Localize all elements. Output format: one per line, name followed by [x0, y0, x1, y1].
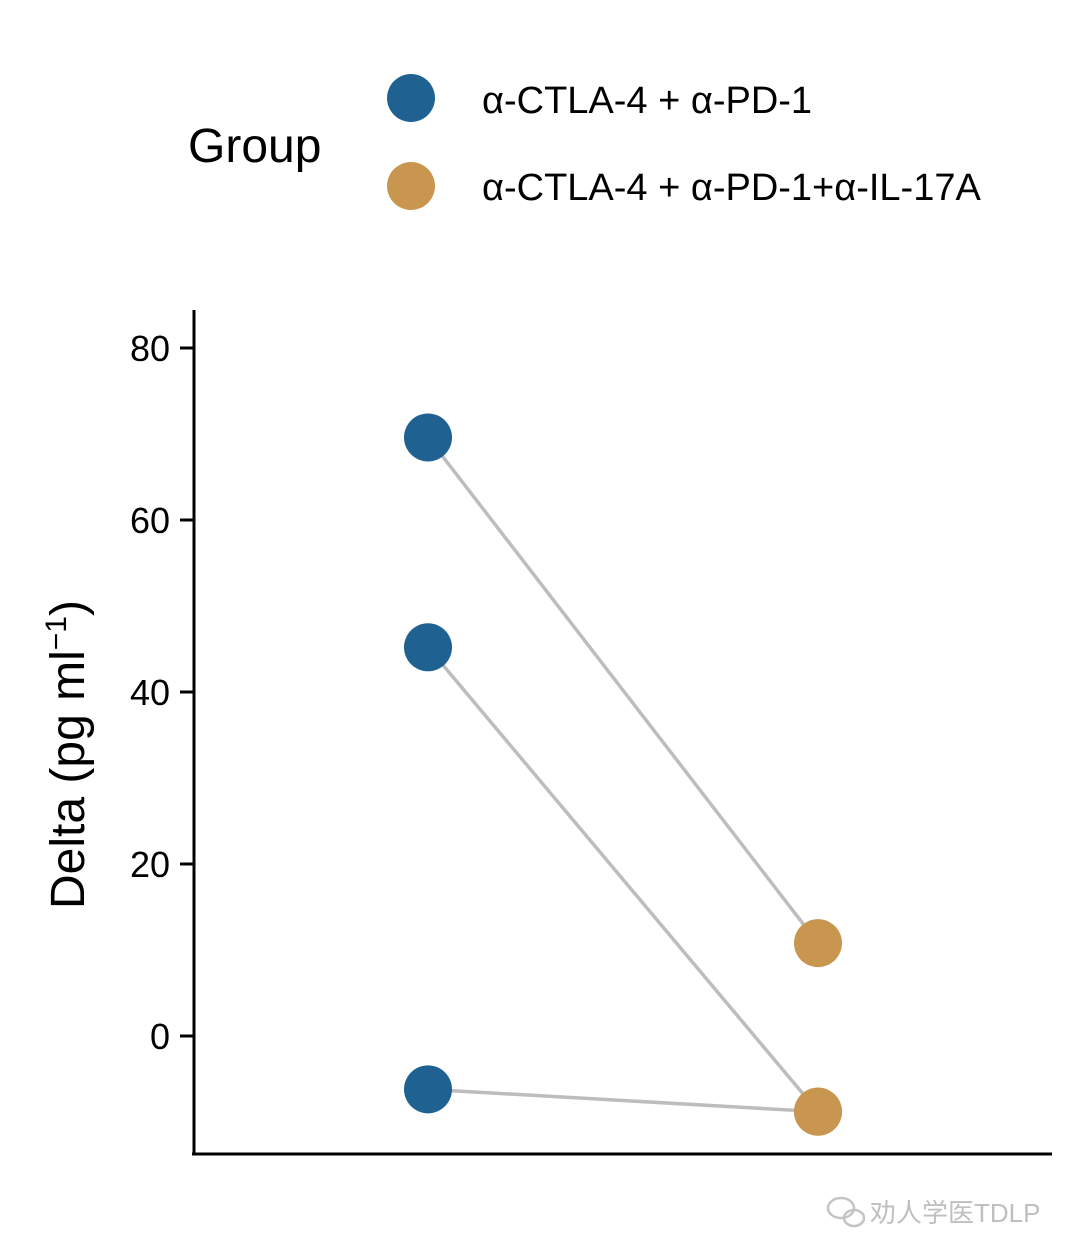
y-tick-label-60: 60	[130, 500, 170, 541]
pair-line-1	[426, 646, 820, 1113]
data-points	[404, 413, 842, 1136]
point-series1-2	[794, 1087, 842, 1136]
legend: Group α-CTLA-4 + α-PD-1 α-CTLA-4 + α-PD-…	[188, 74, 981, 210]
watermark-text: 劝人学医TDLP	[870, 1198, 1040, 1228]
point-series1-0	[794, 919, 842, 968]
wechat-icon	[826, 1196, 866, 1228]
legend-label-1: α-CTLA-4 + α-PD-1+α-IL-17A	[482, 167, 981, 209]
point-series0-2	[404, 1065, 452, 1114]
y-tick-label-20: 20	[130, 844, 170, 885]
legend-label-0: α-CTLA-4 + α-PD-1	[482, 80, 812, 122]
legend-marker-0	[387, 74, 435, 122]
pair-line-2	[427, 1087, 819, 1114]
point-series0-1	[404, 623, 452, 672]
legend-marker-1	[387, 162, 435, 210]
y-tick-label-0: 0	[150, 1016, 170, 1057]
y-tick-label-40: 40	[130, 672, 170, 713]
pair-lines	[426, 436, 820, 1114]
legend-title: Group	[188, 120, 321, 173]
y-axis-label-main: Delta (pg ml	[42, 650, 95, 909]
point-series0-0	[404, 413, 452, 462]
y-axis-label: Delta (pg ml−1)	[40, 600, 95, 909]
y-axis-ticks: 0 20 40 60 80	[130, 328, 194, 1057]
y-axis-label-superscript: −1	[40, 616, 73, 650]
y-axis-label-close: )	[42, 600, 95, 616]
y-tick-label-80: 80	[130, 328, 170, 369]
pair-line-0	[426, 436, 820, 945]
